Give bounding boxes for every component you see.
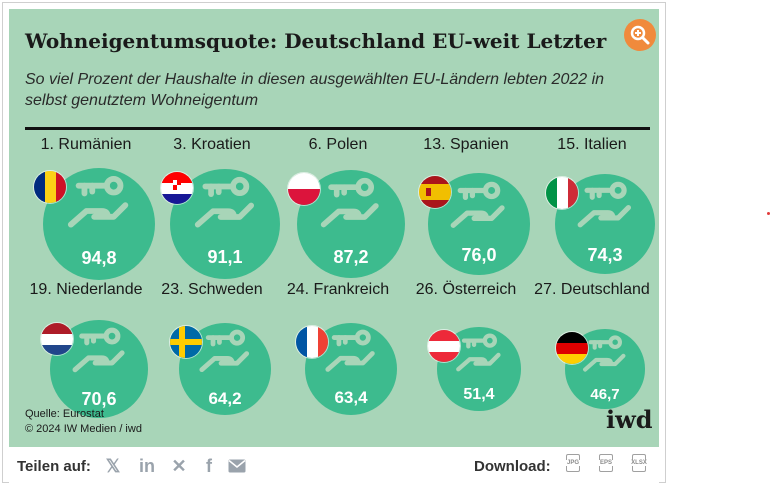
country-label: 26. Österreich — [415, 281, 517, 298]
download-jpg-button[interactable]: JPG — [564, 454, 582, 476]
footer-bar: Teilen auf: 𝕏 in ✕ f Download: JPG EPS X… — [9, 447, 659, 483]
flag-at-icon — [427, 329, 462, 364]
download-eps-button[interactable]: EPS — [597, 454, 615, 476]
chart-subtitle: So viel Prozent der Haushalte in diesen … — [25, 71, 605, 109]
facebook-icon[interactable]: f — [206, 456, 212, 476]
hand-key-icon — [456, 333, 501, 372]
share-label: Teilen auf: — [17, 458, 91, 475]
country-label: 1. Rumänien — [40, 136, 132, 153]
flag-es-icon — [418, 175, 453, 210]
country-label: 13. Spanien — [423, 136, 509, 153]
x-icon[interactable]: 𝕏 — [105, 456, 121, 476]
chart-panel: Wohneigentumsquote: Deutschland EU-weit … — [9, 9, 659, 447]
stray-dot — [767, 212, 770, 215]
country-item: 13. Spanien 76,0 — [403, 136, 530, 276]
flag-de-icon — [555, 331, 590, 366]
download-label: Download: — [474, 458, 551, 475]
hand-key-icon — [325, 329, 375, 373]
value-label: 51,4 — [463, 386, 495, 404]
country-item: 1. Rumänien 94,8 — [23, 136, 156, 281]
value-label: 63,4 — [334, 388, 368, 408]
mail-icon[interactable] — [227, 456, 247, 476]
value-label: 76,0 — [461, 245, 497, 266]
graphic-frame: Wohneigentumsquote: Deutschland EU-weit … — [2, 2, 666, 483]
hand-key-icon — [577, 181, 631, 228]
country-item: 15. Italien 74,3 — [529, 136, 655, 276]
hand-key-icon — [67, 176, 129, 228]
flag-se-icon — [168, 324, 203, 359]
brand-logo: iwd — [606, 405, 653, 434]
hand-key-icon — [451, 181, 506, 228]
value-label: 94,8 — [81, 247, 117, 268]
value-bubble: 87,2 — [296, 169, 406, 279]
source-note: Quelle: Eurostat © 2024 IW Medien / iwd — [25, 407, 142, 437]
country-label: 3. Kroatien — [173, 136, 251, 153]
flag-pl-icon — [286, 171, 321, 206]
country-label: 27. Deutschland — [534, 281, 650, 298]
copyright-line: © 2024 IW Medien / iwd — [25, 423, 142, 435]
value-label: 74,3 — [587, 244, 623, 265]
xing-icon[interactable]: ✕ — [171, 456, 187, 476]
flag-fr-icon — [294, 324, 329, 359]
country-item: 3. Kroatien 91,1 — [149, 136, 281, 280]
country-label: 6. Polen — [308, 136, 368, 153]
download-xlsx-button[interactable]: XLSX — [630, 454, 648, 476]
zoom-button[interactable] — [624, 19, 656, 51]
chart-title: Wohneigentumsquote: Deutschland EU-weit … — [25, 29, 607, 53]
country-item: 23. Schweden 64,2 — [149, 281, 275, 421]
flag-ro-icon — [32, 169, 67, 204]
country-label: 23. Schweden — [161, 281, 263, 298]
value-label: 46,7 — [590, 385, 620, 403]
value-label: 70,6 — [81, 389, 117, 410]
country-item: 19. Niederlande 70,6 — [23, 281, 149, 421]
hand-key-icon — [194, 177, 254, 228]
zoom-in-icon — [630, 25, 650, 45]
country-item: 24. Frankreich 63,4 — [275, 281, 401, 421]
value-bubble: 63,4 — [304, 322, 398, 416]
country-label: 19. Niederlande — [29, 281, 143, 298]
country-label: 15. Italien — [557, 136, 627, 153]
hand-key-icon — [321, 178, 379, 228]
hand-key-icon — [583, 335, 626, 372]
country-item: 27. Deutschland 46,7 — [529, 281, 655, 421]
flag-hr-icon — [159, 170, 194, 205]
flag-nl-icon — [40, 322, 75, 357]
flag-it-icon — [545, 176, 579, 210]
hand-key-icon — [72, 327, 125, 373]
hand-key-icon — [199, 329, 250, 373]
linkedin-icon[interactable]: in — [139, 456, 155, 476]
source-line: Quelle: Eurostat — [25, 408, 104, 420]
title-divider — [25, 127, 650, 130]
country-label: 24. Frankreich — [286, 281, 390, 298]
country-item: 26. Österreich 51,4 — [403, 281, 529, 421]
value-label: 64,2 — [208, 388, 242, 408]
value-label: 87,2 — [333, 246, 369, 267]
value-label: 91,1 — [207, 247, 243, 268]
country-item: 6. Polen 87,2 — [275, 136, 406, 279]
